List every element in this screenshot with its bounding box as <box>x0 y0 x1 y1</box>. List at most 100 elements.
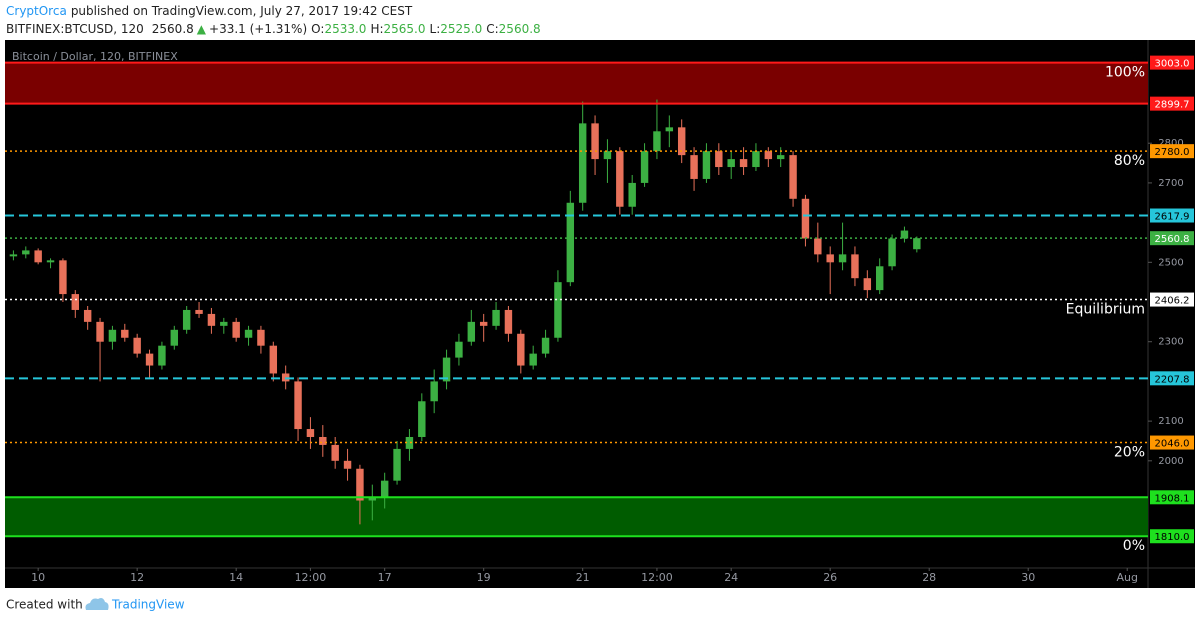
candle-body <box>442 357 451 382</box>
candle-body <box>851 254 859 279</box>
candle-body <box>789 155 797 199</box>
candle-body <box>578 123 587 203</box>
zone <box>5 62 1148 104</box>
symbol: BITFINEX:BTCUSD, 120 <box>6 22 144 36</box>
price-label: 2617.9 <box>1155 212 1190 223</box>
candle-body <box>776 155 785 160</box>
candle-body <box>492 309 500 326</box>
tradingview-logo <box>85 598 109 610</box>
candle-body <box>541 337 550 354</box>
candle-body <box>232 321 240 338</box>
x-tick-label: 12:00 <box>295 571 327 584</box>
candle-body <box>343 460 352 469</box>
price-label: 3003.0 <box>1155 59 1190 70</box>
candle-body <box>182 309 191 330</box>
candle-body <box>875 266 884 291</box>
plot: 2000 2100 2300 2500 2700 2800 10 12 14 12:00 17 19 2… <box>5 55 1194 584</box>
x-tick-label: 12:00 <box>641 571 673 584</box>
price-label: 2046.0 <box>1155 439 1190 450</box>
price-label-box <box>1150 144 1194 159</box>
ohlc-value: 2565.0 <box>384 22 426 36</box>
last-price: 2560.8 <box>152 22 194 36</box>
candle-body <box>368 496 377 501</box>
price-label-box <box>1150 55 1194 70</box>
change-arrow: ▲ <box>197 22 207 36</box>
candle-body <box>863 278 872 291</box>
y-tick-label: 2100 <box>1158 416 1183 427</box>
price-label-box <box>1150 208 1194 223</box>
price-label-box <box>1150 435 1194 450</box>
candle-body <box>331 444 339 461</box>
candle-body <box>739 159 748 168</box>
candle-body <box>826 254 834 263</box>
candle-body <box>319 436 327 445</box>
candle-body <box>430 381 438 402</box>
candle-body <box>257 329 265 346</box>
candle-body <box>121 329 129 338</box>
price-label-box <box>1150 231 1194 246</box>
x-tick-label: 17 <box>378 571 392 584</box>
candle-body <box>801 198 810 239</box>
level-annotation: 0% <box>1123 538 1145 554</box>
candle-body <box>294 381 302 430</box>
footer-brand[interactable]: TradingView <box>111 598 185 612</box>
candle-body <box>96 321 104 342</box>
candle-body <box>640 151 649 183</box>
candle-body <box>145 353 154 366</box>
ohlc-key: O: <box>311 22 324 36</box>
candle-body <box>665 127 674 132</box>
candle-body <box>764 151 773 160</box>
candle-body <box>455 341 463 358</box>
candle-body <box>220 321 228 326</box>
y-tick-label: 2000 <box>1158 456 1183 467</box>
candle-body <box>727 159 735 168</box>
candle-body <box>838 254 847 263</box>
price-label-box <box>1150 371 1194 386</box>
candle-body <box>133 337 141 354</box>
candle-body <box>195 309 203 314</box>
chart-title: Bitcoin / Dollar, 120, BITFINEX <box>12 50 178 63</box>
x-tick-label: 28 <box>922 571 936 584</box>
price-label-box <box>1150 529 1194 544</box>
y-tick-label: 2500 <box>1158 257 1183 268</box>
logo-cloud <box>85 598 109 610</box>
level-annotation: Equilibrium <box>1066 302 1145 318</box>
candle-body <box>653 131 661 152</box>
published: published on TradingView.com, July 27, 2… <box>71 4 413 18</box>
ohlc-value: 2525.0 <box>440 22 482 36</box>
price-label: 1810.0 <box>1155 532 1190 543</box>
level-annotation: 100% <box>1105 65 1145 81</box>
candle-body <box>108 329 117 342</box>
x-tick-label: 19 <box>477 571 491 584</box>
candle-body <box>418 401 426 437</box>
candle-body <box>677 127 686 156</box>
price-label: 1908.1 <box>1155 493 1190 504</box>
candle-body <box>393 448 401 481</box>
x-tick-label: 12 <box>130 571 144 584</box>
header-line: CryptOrca published on TradingView.com, J… <box>6 4 413 18</box>
x-tick-label: 10 <box>31 571 45 584</box>
candle-body <box>83 309 92 322</box>
x-tick-label: 30 <box>1021 571 1035 584</box>
price-label: 2406.2 <box>1155 296 1190 307</box>
price-label: 2780.0 <box>1155 147 1190 158</box>
candle-body <box>888 238 896 267</box>
candle-body <box>702 151 711 179</box>
candle-body <box>603 151 612 160</box>
price-label-box <box>1150 490 1194 505</box>
candle-body <box>244 329 253 338</box>
candle-body <box>9 254 18 257</box>
candle-body <box>814 238 822 255</box>
ohlc-value: 2560.8 <box>499 22 541 36</box>
candle-body <box>479 321 488 326</box>
price-label: 2560.8 <box>1155 234 1190 245</box>
author[interactable]: CryptOrca <box>6 4 67 18</box>
x-tick-label: 14 <box>229 571 243 584</box>
candle-body <box>529 353 537 366</box>
y-tick-label: 2300 <box>1158 337 1183 348</box>
ohlc-value: 2533.0 <box>324 22 366 36</box>
candle-body <box>380 480 389 497</box>
candle-body <box>504 309 513 334</box>
